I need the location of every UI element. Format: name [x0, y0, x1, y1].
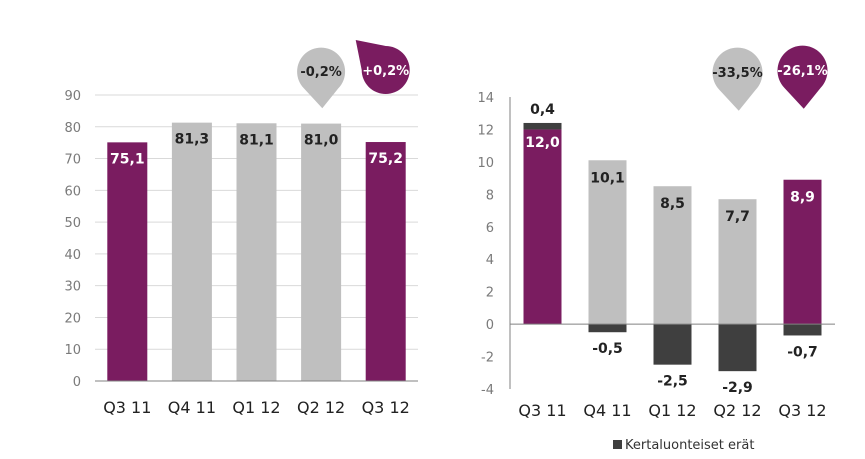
bar [236, 123, 277, 381]
change-bubble-label: -0,2% [300, 65, 341, 80]
bar [783, 179, 822, 325]
change-bubble-label: -26,1% [777, 64, 828, 79]
left-bar-chart: 0 10 20 30 40 50 60 70 80 90 75,1 81,3 81,1 81,0 75,2 Q… [64, 40, 418, 417]
x-tick-label: Q1 12 [648, 401, 696, 420]
data-label: 75,1 [110, 151, 145, 167]
data-label: 10,1 [590, 170, 625, 186]
x-tick-label: Q3 12 [778, 401, 826, 420]
data-label-one-off: -0,5 [592, 341, 623, 357]
bar [588, 160, 627, 325]
data-label-one-off: -2,9 [722, 380, 753, 396]
y-tick-label: -2 [481, 351, 494, 366]
change-bubble-label: +0,2% [362, 64, 409, 79]
change-bubble: -26,1% [777, 45, 828, 109]
data-label: 7,7 [725, 209, 750, 225]
y-tick-label: 10 [477, 156, 494, 171]
bar-one-off [588, 324, 627, 333]
change-bubble: +0,2% [355, 40, 410, 94]
legend-swatch [613, 440, 622, 449]
change-bubble-shape [777, 45, 828, 109]
x-tick-label: Q2 12 [297, 398, 345, 417]
bar [301, 123, 342, 381]
y-tick-label: 2 [486, 286, 494, 301]
y-tick-label: 10 [64, 343, 81, 358]
x-tick-label: Q3 11 [103, 398, 151, 417]
y-tick-label: 8 [486, 188, 494, 203]
change-bubble: -0,2% [297, 47, 346, 109]
y-tick-label: 6 [486, 221, 494, 236]
bar [718, 199, 757, 325]
bar [107, 142, 148, 381]
bar-one-off [523, 122, 562, 130]
x-tick-label: Q4 11 [168, 398, 216, 417]
data-label: 81,0 [304, 133, 339, 149]
data-label: 75,2 [368, 151, 403, 167]
x-tick-label: Q1 12 [232, 398, 280, 417]
bar [365, 142, 406, 381]
y-tick-label: 40 [64, 248, 81, 263]
y-tick-label: 70 [64, 153, 81, 168]
y-tick-label: 80 [64, 121, 81, 136]
y-tick-label: 12 [477, 123, 494, 138]
legend: Kertaluonteiset erät [613, 438, 754, 453]
bar [523, 129, 562, 325]
y-tick-label: 90 [64, 89, 81, 104]
bar-one-off [653, 324, 692, 365]
change-bubble-shape [297, 47, 346, 109]
y-tick-label: 0 [73, 375, 81, 390]
change-bubble-shape [355, 40, 410, 94]
data-label: 81,1 [239, 132, 274, 148]
right-stacked-bar-chart: -4 -2 0 2 4 6 8 10 12 14 0,4 12,0 -0,5 10,1 -2,5 8,5 -2,… [477, 45, 835, 453]
data-label-one-off: -2,5 [657, 374, 688, 390]
data-label-one-off: 0,4 [530, 102, 555, 118]
y-tick-label: 14 [477, 91, 494, 106]
data-label-one-off: -0,7 [787, 344, 818, 360]
x-tick-label: Q3 12 [362, 398, 410, 417]
data-label: 8,5 [660, 196, 685, 212]
bar [653, 186, 692, 325]
data-label: 81,3 [175, 132, 210, 148]
y-tick-label: 0 [486, 318, 494, 333]
change-bubble-shape [712, 47, 763, 111]
y-tick-label: 50 [64, 216, 81, 231]
data-label: 12,0 [525, 135, 560, 151]
x-tick-label: Q2 12 [713, 401, 761, 420]
x-tick-label: Q4 11 [583, 401, 631, 420]
bar-one-off [783, 324, 822, 336]
y-tick-label: 30 [64, 280, 81, 295]
bar [171, 122, 212, 381]
y-tick-label: 20 [64, 311, 81, 326]
change-bubble-label: -33,5% [712, 66, 763, 81]
data-label: 8,9 [790, 190, 815, 206]
y-tick-label: 4 [486, 253, 494, 268]
y-tick-label: -4 [481, 383, 494, 398]
legend-label: Kertaluonteiset erät [625, 438, 754, 453]
change-bubble: -33,5% [712, 47, 763, 111]
y-tick-label: 60 [64, 184, 81, 199]
bar-one-off [718, 324, 757, 372]
x-tick-label: Q3 11 [518, 401, 566, 420]
